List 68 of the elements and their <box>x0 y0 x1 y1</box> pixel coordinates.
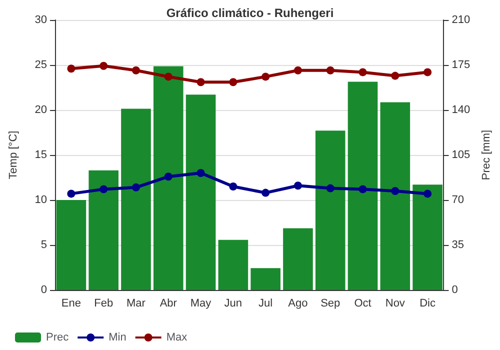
x-tick-label: Jun <box>224 298 242 310</box>
point <box>391 187 400 195</box>
point <box>229 78 238 86</box>
y-axis-title: Temp [°C] <box>8 130 20 180</box>
y-tick-label: 10 <box>34 194 47 206</box>
x-tick-label: Sep <box>320 298 340 310</box>
bar <box>250 268 280 290</box>
point <box>424 68 432 76</box>
y-tick-label: 5 <box>40 239 47 251</box>
bar <box>88 170 118 290</box>
point <box>391 72 400 80</box>
x-tick-label: Nov <box>385 298 406 310</box>
point <box>100 185 108 194</box>
x-tick-label: Jul <box>258 298 273 310</box>
point <box>326 66 334 74</box>
bar <box>56 200 86 290</box>
bar <box>380 102 410 290</box>
point <box>67 64 76 73</box>
x-tick-label: Oct <box>354 298 372 310</box>
y2-tick-label: 175 <box>452 59 470 71</box>
bar <box>121 108 151 290</box>
y2-tick-label: 105 <box>452 149 470 161</box>
point <box>294 66 302 74</box>
point <box>67 190 76 198</box>
y-tick-label: 30 <box>34 14 47 26</box>
point <box>262 72 270 81</box>
bar <box>218 240 248 290</box>
legend-label: Max <box>166 332 188 344</box>
point <box>358 68 367 76</box>
bar <box>315 130 346 290</box>
y-tick-label: 15 <box>34 149 47 161</box>
y2-tick-label: 210 <box>452 14 470 26</box>
y2-tick-label: 70 <box>452 194 464 206</box>
y2-tick-label: 35 <box>452 239 464 251</box>
x-tick-label: Feb <box>94 298 114 310</box>
y2-tick-label: 140 <box>452 104 470 116</box>
point <box>358 185 367 194</box>
x-tick-label: Mar <box>126 298 146 310</box>
y-tick-label: 25 <box>34 59 47 71</box>
y2-axis-title: Prec [mm] <box>480 130 492 180</box>
y2-tick-label: 0 <box>452 284 458 296</box>
point <box>424 190 432 198</box>
point <box>196 169 205 177</box>
point <box>229 182 238 190</box>
point <box>132 183 140 192</box>
point <box>164 172 172 181</box>
legend-label: Min <box>108 332 126 344</box>
point <box>196 78 205 86</box>
x-tick-label: Dic <box>420 298 436 310</box>
point <box>132 66 140 74</box>
x-tick-label: Ene <box>61 298 81 310</box>
y-tick-label: 0 <box>40 284 47 296</box>
point <box>262 188 270 197</box>
x-tick-label: May <box>190 298 212 310</box>
point <box>164 72 172 81</box>
x-tick-label: Ago <box>288 298 308 310</box>
bar <box>348 82 378 290</box>
y-tick-label: 20 <box>34 104 47 116</box>
point <box>100 62 108 70</box>
bar <box>283 228 313 290</box>
bar <box>186 94 216 290</box>
point <box>326 184 334 192</box>
bar <box>153 66 184 290</box>
bar <box>412 184 442 290</box>
chart-title: Gráfico climático - Ruhengeri <box>166 6 334 20</box>
x-tick-label: Abr <box>160 298 178 310</box>
legend-label: Prec <box>46 332 70 344</box>
point <box>294 182 302 190</box>
